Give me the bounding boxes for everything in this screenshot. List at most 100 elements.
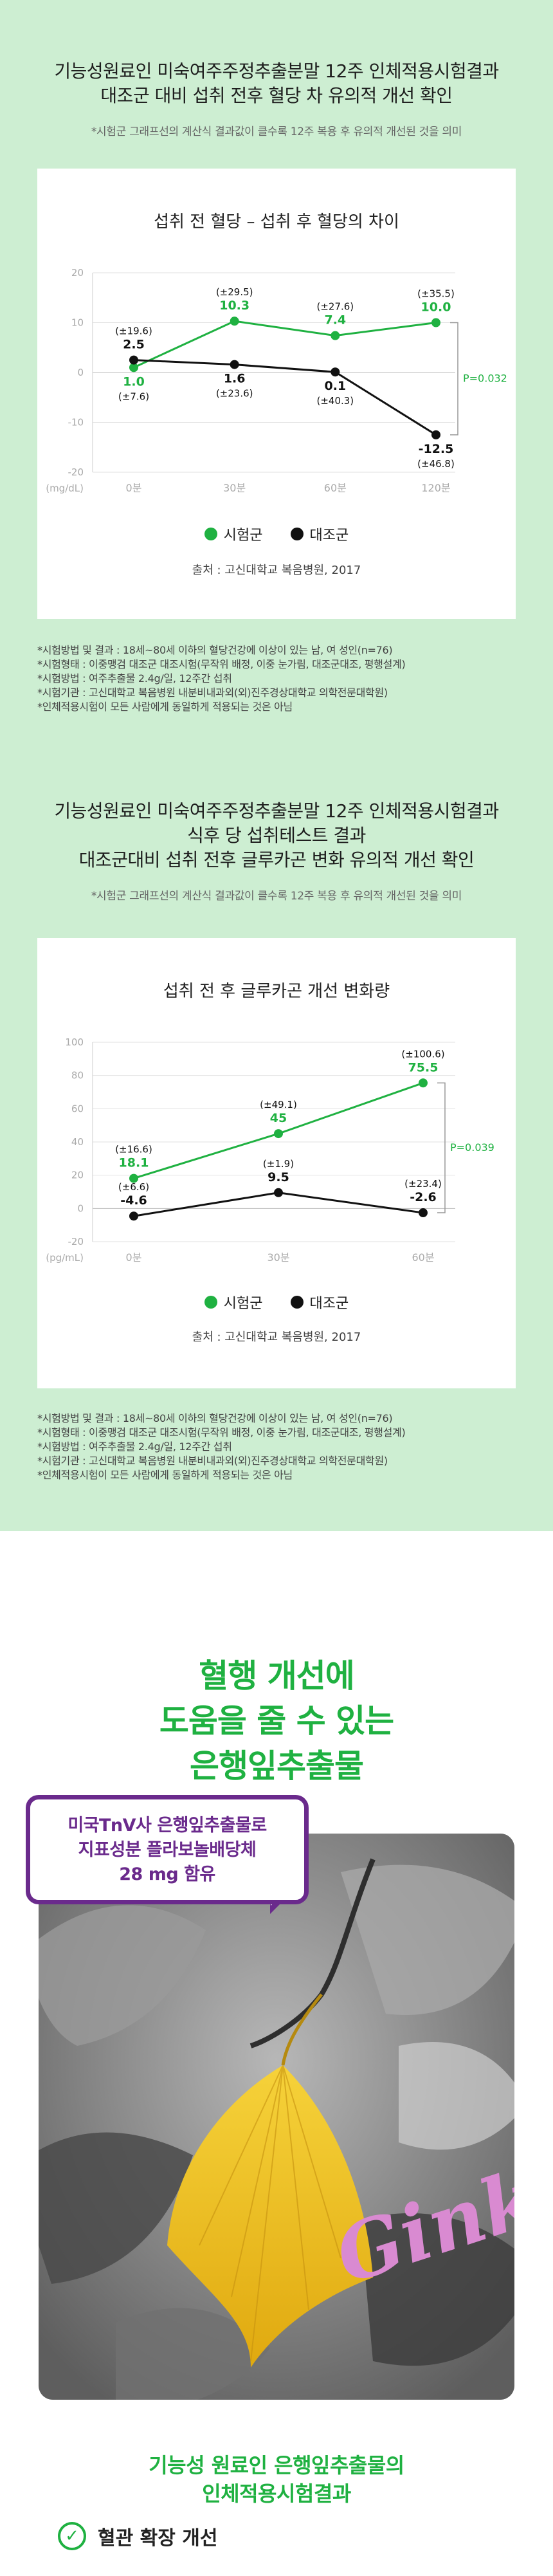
data-point-test xyxy=(230,317,239,326)
x-tick-label: 30분 xyxy=(223,482,246,494)
sd-label: (±19.6) xyxy=(115,326,152,337)
chart1-source: 출처 : 고신대학교 복음병원, 2017 xyxy=(192,564,361,577)
legend-item-test: 시험군 xyxy=(204,524,263,544)
chart2-legend: 시험군 대조군 xyxy=(37,1292,516,1312)
data-label-test: 1.0 xyxy=(123,374,145,389)
sd-label: (±16.6) xyxy=(115,1144,152,1155)
data-label-control: -2.6 xyxy=(410,1190,437,1204)
x-tick-label: 120분 xyxy=(421,482,450,494)
section2-headline-line1: 기능성원료인 미숙여주주정추출분말 12주 인체적용시험결과 xyxy=(54,800,499,822)
chart2-title: 섭취 전 후 글루카곤 개선 변화량 xyxy=(163,982,390,1001)
y-tick-label: -20 xyxy=(68,1236,84,1247)
data-point-control xyxy=(129,355,138,365)
section2-headline-line3: 대조군대비 섭취 전후 글루카곤 변화 유의적 개선 확인 xyxy=(78,849,475,870)
sd-label: (±6.6) xyxy=(118,1181,149,1193)
legend-label-test: 시험군 xyxy=(223,1296,263,1312)
y-tick-label: 80 xyxy=(71,1070,84,1081)
legend-dot-control xyxy=(290,528,304,540)
ginkgo-title: 혈행 개선에 도움을 줄 수 있는 은행잎추출물 xyxy=(0,1653,553,1789)
note-item: *시험방법 및 결과 : 18세~80세 이하의 혈당건강에 이상이 있는 남,… xyxy=(37,1412,393,1424)
note-item: *시험형태 : 이중맹검 대조군 대조시험(무작위 배정, 이중 눈가림, 대조… xyxy=(37,1426,406,1439)
data-label-control: 9.5 xyxy=(267,1170,289,1184)
data-label-test: 10.3 xyxy=(219,299,249,313)
sd-label: (±27.6) xyxy=(316,301,354,313)
ginkgo-subtitle-line1: 기능성 원료인 은행잎추출물의 xyxy=(149,2453,404,2478)
bubble-line3: 28 mg 함유 xyxy=(119,1864,215,1884)
ginkgo-title-line3: 은행잎추출물 xyxy=(190,1747,364,1785)
legend-label-test: 시험군 xyxy=(223,528,263,544)
note-item: *인체적용시험이 모든 사람에게 동일하게 적용되는 것은 아님 xyxy=(37,701,293,713)
chart2-source: 출처 : 고신대학교 복음병원, 2017 xyxy=(192,1330,361,1344)
section1-header: 기능성원료인 미숙여주주정추출분말 12주 인체적용시험결과 대조군 대비 섭취… xyxy=(0,59,553,138)
legend-item-control: 대조군 xyxy=(290,1292,349,1312)
note-item: *시험방법 및 결과 : 18세~80세 이하의 혈당건강에 이상이 있는 남,… xyxy=(37,644,393,656)
data-point-test xyxy=(431,318,440,327)
section1-notes: *시험방법 및 결과 : 18세~80세 이하의 혈당건강에 이상이 있는 남,… xyxy=(37,643,526,714)
legend-dot-control xyxy=(290,1296,304,1309)
data-point-control xyxy=(230,360,239,369)
ginkgo-subtitle-line2: 인체적용시험결과 xyxy=(202,2481,351,2506)
data-point-test xyxy=(129,363,138,373)
note-item: *시험기관 : 고신대학교 복음병원 내분비내과외(외)진주경상대학교 의학전문… xyxy=(37,686,388,699)
data-point-test xyxy=(419,1078,428,1088)
chart2-card: 섭취 전 후 글루카곤 개선 변화량 100 80 60 40 20 0 -20 (pg/mL… xyxy=(37,938,516,1388)
ingredient-bubble: 미국TnV사 은행잎추출물로 지표성분 플라보놀배당체 28 mg 함유 xyxy=(26,1795,309,1904)
x-tick-label: 60분 xyxy=(324,482,347,494)
chart1-legend: 시험군 대조군 xyxy=(37,524,516,544)
legend-dot-test xyxy=(204,528,217,540)
x-tick-label: 60분 xyxy=(412,1251,434,1264)
chart1-card: 섭취 전 혈당 – 섭취 후 혈당의 차이 20 10 0 -10 -20 (mg/dL)… xyxy=(37,169,516,619)
note-item: *시험기관 : 고신대학교 복음병원 내분비내과외(외)진주경상대학교 의학전문… xyxy=(37,1455,388,1467)
data-point-control xyxy=(419,1208,428,1218)
y-tick-label: 0 xyxy=(77,367,84,378)
sd-label: (±1.9) xyxy=(263,1158,294,1170)
sd-label: (±29.5) xyxy=(216,286,253,298)
data-point-control xyxy=(431,430,440,439)
x-tick-label: 0분 xyxy=(126,1251,142,1264)
data-point-control xyxy=(331,367,340,377)
data-label-test: 7.4 xyxy=(324,313,346,327)
check-circle-icon: ✓ xyxy=(58,2522,86,2550)
section1-headline: 기능성원료인 미숙여주주정추출분말 12주 인체적용시험결과 대조군 대비 섭취… xyxy=(0,59,553,108)
note-item: *시험방법 : 여주추출물 2.4g/일, 12주간 섭취 xyxy=(37,672,232,685)
data-point-control xyxy=(129,1211,138,1221)
section2-headline: 기능성원료인 미숙여주주정추출분말 12주 인체적용시험결과 식후 당 섭취테스… xyxy=(0,799,553,872)
legend-item-test: 시험군 xyxy=(204,1292,263,1312)
pvalue-label: P=0.039 xyxy=(450,1141,494,1154)
x-tick-label: 0분 xyxy=(126,482,142,494)
ginkgo-title-line1: 혈행 개선에 xyxy=(199,1657,354,1695)
ginkgo-leaf-photo: Ginkgo xyxy=(39,1834,514,2400)
y-tick-label: 0 xyxy=(77,1202,84,1214)
bubble-line2: 지표성분 플라보놀배당체 xyxy=(78,1840,257,1860)
ginkgo-subtitle: 기능성 원료인 은행잎추출물의 인체적용시험결과 xyxy=(0,2451,553,2508)
data-label-control: 0.1 xyxy=(324,379,346,393)
y-tick-label: 20 xyxy=(71,267,84,279)
data-label-test: 10.0 xyxy=(421,300,451,315)
legend-label-control: 대조군 xyxy=(309,528,349,544)
section2-note: *시험군 그래프선의 계산식 결과값이 클수록 12주 복용 후 유의적 개선된… xyxy=(91,890,462,903)
data-point-test xyxy=(274,1129,283,1139)
benefit-label: 혈관 확장 개선 xyxy=(98,2527,218,2550)
sd-label: (±49.1) xyxy=(260,1099,297,1110)
note-item: *시험형태 : 이중맹검 대조군 대조시험(무작위 배정, 이중 눈가림, 대조… xyxy=(37,658,406,670)
data-point-control xyxy=(274,1188,283,1197)
series-line-test xyxy=(133,320,437,369)
legend-dot-test xyxy=(204,1296,217,1309)
section2-header: 기능성원료인 미숙여주주정추출분말 12주 인체적용시험결과 식후 당 섭취테스… xyxy=(0,799,553,903)
y-tick-label: -20 xyxy=(68,466,84,478)
data-label-test: 45 xyxy=(270,1111,287,1125)
sd-label: (±46.8) xyxy=(417,458,455,470)
sd-label: (±100.6) xyxy=(401,1048,444,1060)
sd-label: (±7.6) xyxy=(118,391,149,402)
unit-label: (pg/mL) xyxy=(46,1252,84,1264)
data-label-control: 1.6 xyxy=(224,372,246,386)
y-tick-label: 100 xyxy=(65,1036,84,1048)
chart2-plot: 100 80 60 40 20 0 -20 (pg/mL) 0분 30분 60분 (±16.6)18.… xyxy=(46,1036,494,1264)
section1-headline-line1: 기능성원료인 미숙여주주정추출분말 12주 인체적용시험결과 xyxy=(54,60,499,82)
section2-headline-line2: 식후 당 섭취테스트 결과 xyxy=(187,825,366,846)
chart1-plot: 20 10 0 -10 -20 (mg/dL) 0분 30분 60분 120분 1.0 (±7.6) (… xyxy=(46,267,507,494)
data-point-test xyxy=(129,1173,138,1183)
bubble-line1: 미국TnV사 은행잎추출물로 xyxy=(68,1816,267,1835)
x-tick-label: 30분 xyxy=(267,1251,289,1264)
data-label-test: 75.5 xyxy=(408,1060,439,1074)
